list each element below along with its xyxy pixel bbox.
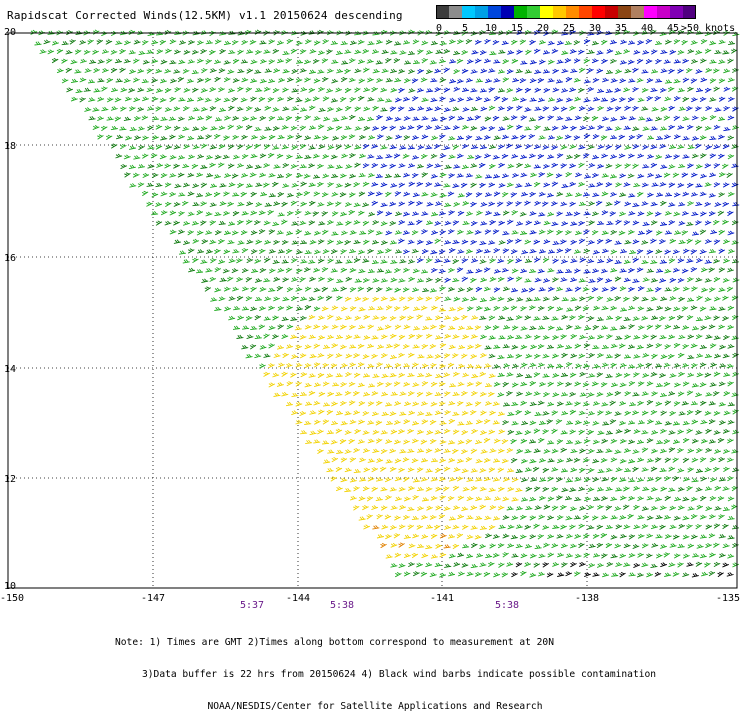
lon-label-135: -135 [715, 593, 740, 604]
colorbar-swatch [592, 5, 605, 19]
colorbar-swatch [670, 5, 683, 19]
lon-label-141: -141 [429, 593, 455, 604]
colorbar-swatch [540, 5, 553, 19]
colorbar-swatch [566, 5, 579, 19]
wind-barb-group [511, 561, 734, 578]
colorbar-label: 25 [562, 23, 576, 34]
colorbar-outline [436, 5, 696, 19]
colorbar-label: 35 [614, 23, 628, 34]
colorbar-label: 5 [461, 23, 469, 34]
lat-label-14: 14 [4, 364, 17, 375]
grid-lines [8, 33, 737, 588]
colorbar-swatch [527, 5, 540, 19]
colorbar-swatch [449, 5, 462, 19]
colorbar-label: 40 [640, 23, 654, 34]
colorbar-swatch [462, 5, 475, 19]
wind-barb-group [362, 29, 740, 293]
colorbar-swatches [436, 5, 696, 19]
lat-label-18: 18 [4, 141, 17, 152]
lat-label-16: 16 [4, 253, 17, 264]
colorbar-swatch [579, 5, 592, 19]
colorbar-swatch [644, 5, 657, 19]
colorbar-swatch [657, 5, 670, 19]
wind-barb-group [43, 29, 740, 578]
lon-label-138: -138 [574, 593, 600, 604]
colorbar-label: 45 [666, 23, 680, 34]
colorbar-swatch [605, 5, 618, 19]
lon-label-150: -150 [0, 593, 25, 604]
colorbar-swatch [553, 5, 566, 19]
footer-notes: Note: 1) Times are GMT 2)Times along bot… [115, 617, 657, 723]
note-line-1: Note: 1) Times are GMT 2)Times along bot… [115, 637, 554, 649]
colorbar-label: >50 knots [680, 23, 736, 34]
time-label-2: 5:38 [329, 600, 355, 611]
colorbar-label: 0 [435, 23, 443, 34]
colorbar-swatch [683, 5, 696, 19]
lat-label-10: 10 [4, 581, 17, 592]
colorbar-swatch [488, 5, 501, 19]
wind-barb-group [30, 29, 740, 578]
note-line-3: NOAA/NESDIS/Center for Satellite Applica… [207, 700, 543, 712]
time-label-3: 5:38 [494, 600, 520, 611]
colorbar-swatch [514, 5, 527, 19]
map-title: Rapidscat Corrected Winds(12.5KM) v1.1 2… [7, 9, 403, 22]
lon-label-144: -144 [285, 593, 311, 604]
colorbar-label: 15 [510, 23, 524, 34]
colorbar-label: 20 [536, 23, 550, 34]
colorbar-swatch [618, 5, 631, 19]
colorbar-label: 10 [484, 23, 498, 34]
colorbar-labels: 0 5 10 15 20 25 30 35 40 45 >50 knots [436, 23, 736, 37]
lat-label-12: 12 [4, 474, 17, 485]
lon-label-147: -147 [140, 593, 166, 604]
wind-speed-colorbar: 0 5 10 15 20 25 30 35 40 45 >50 knots [436, 5, 736, 34]
wind-map [7, 29, 740, 589]
wind-barb-group [263, 295, 523, 559]
colorbar-swatch [436, 5, 449, 19]
wind-barbs [30, 29, 740, 578]
map-frame [7, 32, 738, 589]
lat-label-20: 20 [4, 27, 17, 38]
colorbar-swatch [501, 5, 514, 19]
note-line-2: 3)Data buffer is 22 hrs from 20150624 4)… [142, 668, 657, 680]
colorbar-swatch [475, 5, 488, 19]
time-label-1: 5:37 [239, 600, 265, 611]
colorbar-swatch [631, 5, 644, 19]
colorbar-label: 30 [588, 23, 602, 34]
wind-barb-group [372, 525, 451, 549]
